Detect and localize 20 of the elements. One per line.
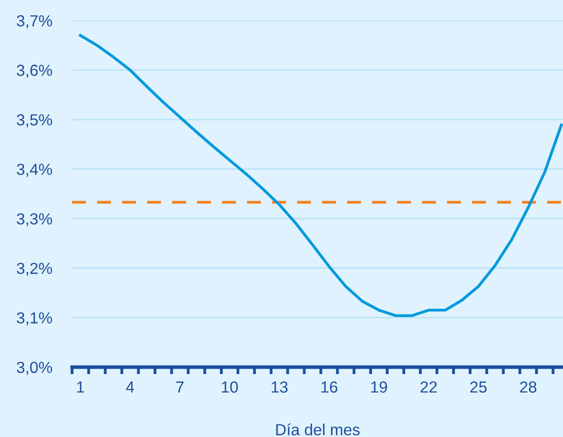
y-tick-label: 3,1%	[16, 312, 52, 326]
y-tick-label: 3,5%	[16, 114, 52, 128]
x-tick-label: 16	[321, 381, 338, 393]
x-tick-label: 4	[126, 382, 134, 393]
x-tick-label: 25	[470, 381, 487, 393]
x-tick-label: 19	[371, 381, 388, 393]
x-tick-label: 7	[176, 382, 184, 393]
x-tick-label: 1	[77, 382, 84, 393]
y-tick-label: 3,7%	[16, 15, 52, 28]
y-tick-label: 3,4%	[16, 164, 52, 177]
x-tick-label: 22	[420, 381, 437, 393]
y-tick-label: 3,2%	[16, 262, 52, 276]
line-series	[78, 34, 563, 317]
x-tick-label: 13	[272, 381, 288, 393]
y-tick-label: 3,6%	[16, 64, 52, 78]
y-tick-label: 3,3%	[16, 213, 52, 226]
x-tick-label: 10	[222, 381, 238, 393]
y-tick-label: 3,0%	[16, 362, 52, 375]
x-axis-title: Día del mes	[276, 423, 360, 436]
x-tick-label: 28	[520, 381, 536, 393]
